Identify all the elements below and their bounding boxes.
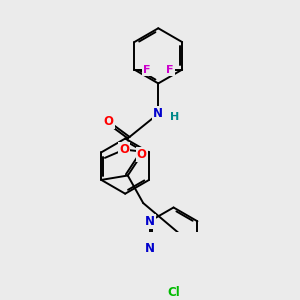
- Text: Cl: Cl: [167, 286, 180, 299]
- Text: F: F: [166, 64, 174, 75]
- Text: N: N: [153, 107, 163, 120]
- Text: N: N: [145, 242, 155, 255]
- Text: F: F: [143, 64, 150, 75]
- Text: N: N: [145, 215, 155, 228]
- Text: H: H: [170, 112, 179, 122]
- Text: O: O: [103, 115, 114, 128]
- Text: O: O: [136, 148, 147, 161]
- Text: O: O: [119, 143, 129, 156]
